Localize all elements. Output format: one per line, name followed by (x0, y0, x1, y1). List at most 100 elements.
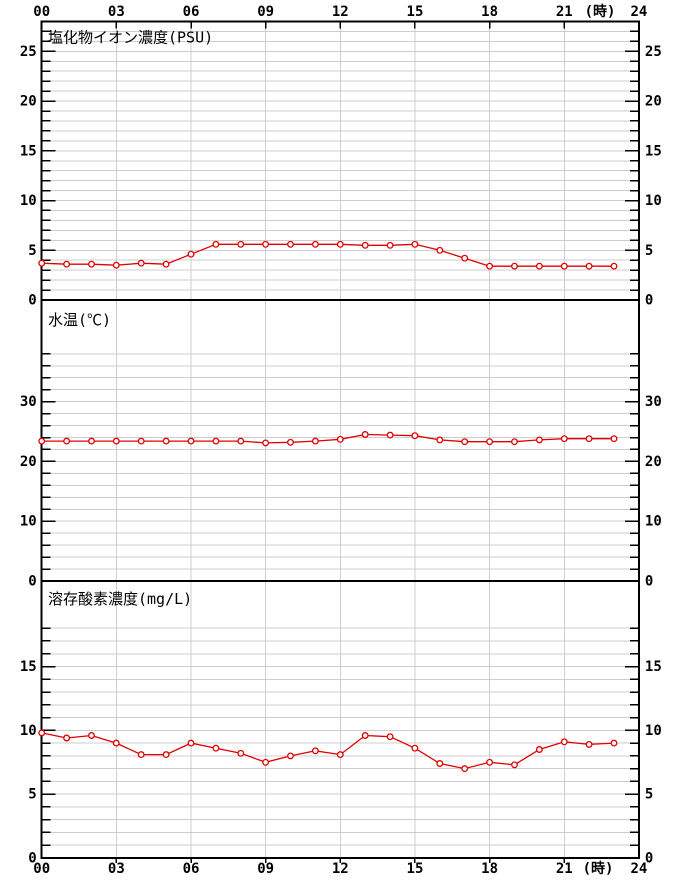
data-point-marker (511, 438, 518, 446)
data-point-marker (411, 432, 419, 440)
data-point-marker (585, 740, 593, 748)
data-point-marker (486, 262, 494, 270)
y-tick-label-left: 20 (20, 94, 37, 110)
data-point-marker (386, 733, 394, 741)
data-point-marker (137, 751, 145, 759)
data-point-marker (212, 240, 220, 248)
x-tick-label-bottom: 15 (407, 861, 424, 877)
data-point-marker (361, 431, 369, 438)
y-tick-label-right: 30 (645, 394, 662, 410)
data-point-marker (287, 240, 294, 248)
x-axis-unit-label-bottom: (時) (583, 860, 614, 877)
data-point-marker (262, 439, 270, 447)
data-point-marker (287, 438, 294, 446)
x-tick-label-top: 00 (33, 4, 50, 20)
data-point-marker (63, 437, 71, 445)
data-point-marker (38, 437, 46, 445)
y-tick-label-right: 25 (645, 44, 662, 60)
x-tick-label-top: 21 (556, 4, 573, 20)
y-tick-label-right: 20 (645, 454, 662, 470)
y-tick-label-right: 5 (645, 787, 653, 803)
data-point-marker (112, 261, 120, 269)
data-point-marker (88, 437, 95, 445)
data-point-marker (112, 739, 120, 747)
data-point-marker (262, 758, 270, 766)
data-point-marker (411, 744, 419, 752)
data-point-marker (610, 435, 618, 443)
data-point-marker (137, 437, 145, 445)
y-tick-label-right: 10 (645, 193, 662, 209)
data-point-marker (461, 765, 469, 773)
x-tick-label-bottom: 06 (183, 861, 200, 877)
y-tick-label-left: 5 (28, 243, 36, 259)
data-point-marker (461, 438, 469, 446)
data-point-marker (311, 747, 319, 755)
data-point-marker (237, 437, 245, 445)
data-point-marker (361, 241, 369, 249)
y-tick-label-left: 0 (28, 851, 36, 867)
x-tick-label-bottom: 00 (33, 861, 50, 877)
data-point-marker (585, 262, 593, 270)
y-tick-label-right: 0 (645, 293, 653, 309)
data-point-marker (137, 259, 145, 267)
data-point-marker (386, 241, 394, 249)
x-tick-label-top: 15 (407, 4, 424, 20)
y-tick-label-right: 10 (645, 514, 662, 530)
x-tick-label-bottom: 09 (257, 861, 274, 877)
y-tick-label-left: 25 (20, 44, 37, 60)
y-tick-label-right: 15 (645, 143, 662, 159)
x-tick-label-top: 06 (183, 4, 200, 20)
x-axis-unit-label-top: (時) (585, 3, 616, 20)
x-tick-label-top: 09 (257, 4, 274, 20)
data-point-marker (187, 739, 195, 747)
data-point-marker (187, 437, 195, 445)
x-tick-label-bottom: 21 (556, 861, 573, 877)
data-point-marker (560, 435, 568, 443)
panel-title: 塩化物イオン濃度(PSU) (48, 29, 213, 47)
data-point-marker (162, 437, 170, 445)
y-tick-label-left: 15 (20, 659, 37, 675)
data-point-marker (610, 739, 618, 747)
data-point-marker (486, 758, 494, 766)
x-tick-label-top: 18 (481, 4, 498, 20)
data-point-marker (63, 260, 71, 268)
data-point-marker (610, 262, 618, 270)
data-point-marker (511, 761, 518, 769)
data-line (41, 732, 615, 770)
panel-title: 水温(℃) (48, 311, 111, 329)
data-point-marker (436, 436, 444, 444)
y-tick-label-left: 10 (20, 193, 37, 209)
data-point-marker (262, 240, 270, 248)
data-point-marker (461, 254, 469, 262)
data-point-marker (38, 259, 46, 267)
data-point-marker (336, 240, 344, 248)
data-point-marker (287, 752, 294, 760)
x-tick-label-bottom: 18 (481, 861, 498, 877)
data-point-marker (311, 437, 319, 445)
data-point-marker (560, 262, 568, 270)
data-point-marker (361, 732, 369, 739)
data-point-marker (311, 240, 319, 248)
data-line (41, 243, 614, 267)
data-point-marker (336, 435, 344, 443)
x-tick-label-top: 12 (332, 4, 349, 20)
data-point-marker (38, 729, 46, 737)
data-point-marker (63, 734, 71, 742)
data-point-marker (585, 435, 593, 443)
data-point-marker (336, 751, 344, 759)
y-tick-label-left: 10 (20, 723, 37, 739)
data-point-marker (436, 246, 444, 254)
y-tick-label-right: 0 (645, 851, 653, 867)
y-tick-label-left: 5 (28, 787, 36, 803)
data-point-marker (486, 438, 494, 446)
y-tick-label-left: 10 (20, 514, 37, 530)
y-tick-label-left: 30 (20, 394, 37, 410)
x-tick-label-top: 03 (108, 4, 125, 20)
x-tick-label-bottom: 03 (108, 861, 125, 877)
data-point-marker (112, 437, 120, 445)
y-tick-label-right: 0 (645, 574, 653, 590)
data-point-marker (237, 240, 245, 248)
y-tick-label-right: 20 (645, 94, 662, 110)
